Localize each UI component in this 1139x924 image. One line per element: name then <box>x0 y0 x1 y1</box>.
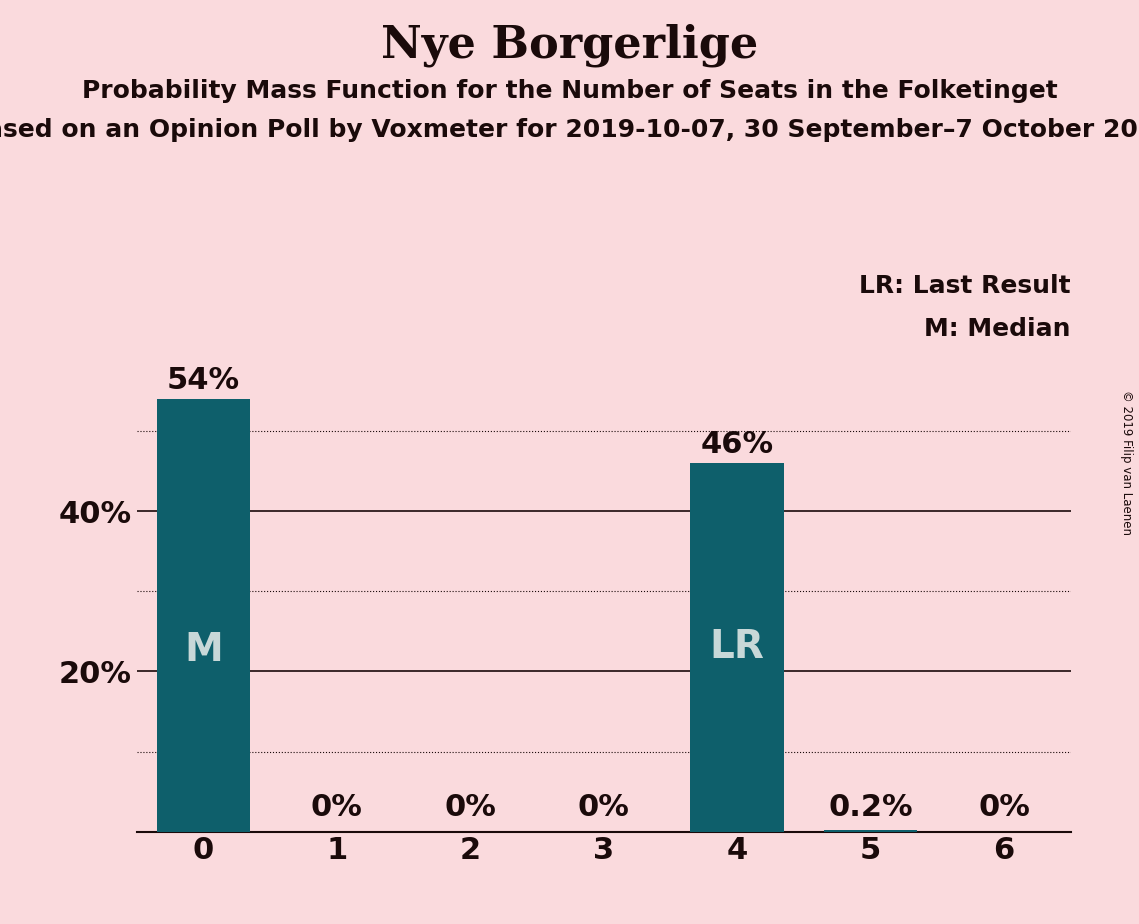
Text: LR: Last Result: LR: Last Result <box>859 274 1071 298</box>
Bar <box>823 830 917 832</box>
Text: © 2019 Filip van Laenen: © 2019 Filip van Laenen <box>1121 390 1133 534</box>
Text: M: Median: M: Median <box>924 318 1071 342</box>
Text: 0%: 0% <box>577 793 630 822</box>
Text: 46%: 46% <box>700 431 773 459</box>
Bar <box>690 463 784 832</box>
Text: Based on an Opinion Poll by Voxmeter for 2019-10-07, 30 September–7 October 2019: Based on an Opinion Poll by Voxmeter for… <box>0 118 1139 142</box>
Text: LR: LR <box>710 628 764 666</box>
Text: 54%: 54% <box>166 366 240 395</box>
Text: 0%: 0% <box>978 793 1030 822</box>
Text: Probability Mass Function for the Number of Seats in the Folketinget: Probability Mass Function for the Number… <box>82 79 1057 103</box>
Text: 0%: 0% <box>444 793 497 822</box>
Text: Nye Borgerlige: Nye Borgerlige <box>380 23 759 67</box>
Text: 0%: 0% <box>311 793 362 822</box>
Text: 0.2%: 0.2% <box>828 793 912 822</box>
Text: M: M <box>185 631 223 669</box>
Bar <box>157 399 251 832</box>
